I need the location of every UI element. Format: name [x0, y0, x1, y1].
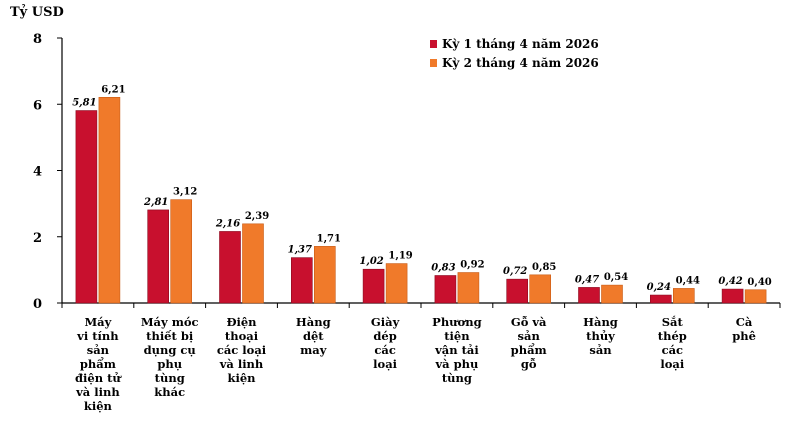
bar-series-1	[578, 287, 600, 304]
legend-swatch	[430, 40, 437, 48]
y-axis-unit-label: Tỷ USD	[10, 5, 64, 20]
category-label: Hàng	[296, 315, 331, 329]
category-label: Máy	[84, 315, 111, 329]
y-tick-label: 0	[33, 297, 42, 312]
bar-value-label: 0,72	[503, 266, 527, 277]
bar-series-2	[313, 246, 336, 304]
category-label: khác	[154, 385, 185, 399]
y-tick-label: 8	[33, 32, 42, 47]
category-label: phụ	[157, 357, 182, 371]
legend-swatch	[430, 59, 437, 67]
bar-series-1	[434, 275, 457, 304]
category-label: may	[300, 343, 327, 357]
category-label: sản	[518, 329, 541, 343]
bar-series-2	[672, 288, 695, 304]
category-label: kiện	[84, 399, 113, 413]
bar-series-1	[649, 294, 672, 304]
bar-series-1	[219, 231, 241, 304]
bar-series-2	[529, 274, 552, 304]
category-label: Sắt	[662, 315, 684, 329]
category-label: và linh	[219, 357, 264, 371]
bar-series-2	[242, 223, 264, 304]
category-label: Cà	[736, 315, 753, 329]
category-label: dép	[373, 329, 396, 343]
category-label: các	[662, 343, 683, 357]
category-label: tiện	[444, 329, 470, 343]
legend-label: Kỳ 2 tháng 4 năm 2026	[442, 56, 599, 70]
category-label: tùng	[155, 371, 185, 385]
category-label: vi tính	[76, 329, 119, 343]
category-label: phê	[732, 329, 756, 343]
bar-series-1	[147, 209, 169, 304]
bar-value-label: 0,92	[460, 260, 484, 271]
category-label: Hàng	[583, 315, 618, 329]
bar-value-label: 0,44	[676, 275, 700, 286]
category-label: Phương	[432, 315, 481, 329]
category-label: thiết bị	[146, 329, 194, 343]
bar-series-1	[506, 278, 529, 304]
category-label: dụng cụ	[144, 343, 196, 357]
bar-series-2	[601, 284, 623, 304]
value-labels: 5,81 6,21 2,81 3,12 2,16 2,39 1,37 1,71 1,02 1,19…	[72, 84, 772, 293]
category-label: phẩm	[511, 343, 547, 357]
bar-value-label: 3,12	[173, 187, 197, 198]
bar-value-label: 1,19	[388, 251, 412, 262]
bar-value-label: 2,39	[245, 211, 269, 222]
category-label: thủy	[586, 329, 615, 343]
category-label: Gỗ và	[511, 315, 547, 329]
category-label: điện tử	[75, 371, 122, 385]
bar-series-2	[98, 96, 121, 304]
bar-value-label: 0,54	[604, 272, 628, 283]
bar-series-2	[744, 289, 767, 304]
category-label: Giày	[371, 315, 400, 329]
bar-value-label: 0,83	[431, 263, 455, 274]
bar-value-label: 2,16	[215, 218, 240, 229]
category-label: Điện	[226, 315, 257, 329]
category-label: và linh	[75, 385, 120, 399]
y-tick-label: 4	[33, 165, 42, 180]
bar-value-label: 2,81	[143, 197, 168, 208]
bar-value-label: 0,42	[718, 276, 742, 287]
bar-value-label: 5,81	[72, 98, 96, 109]
bar-value-label: 0,85	[532, 262, 556, 273]
bar-series-2	[457, 272, 480, 304]
bar-series-2	[385, 263, 408, 304]
category-label: và phụ	[434, 357, 478, 371]
bar-value-label: 1,02	[359, 256, 383, 267]
category-label: thoại	[225, 329, 259, 343]
category-label: tùng	[442, 371, 472, 385]
bar-value-label: 1,37	[288, 245, 312, 256]
bar-series-1	[290, 257, 313, 304]
category-label: sản	[589, 343, 612, 357]
category-label: phẩm	[80, 357, 116, 371]
bar-marks	[75, 96, 767, 304]
category-label: dệt	[303, 329, 324, 343]
bar-value-label: 0,47	[575, 274, 599, 285]
legend-label: Kỳ 1 tháng 4 năm 2026	[442, 37, 599, 51]
category-label: loại	[373, 357, 397, 371]
bar-series-1	[721, 288, 744, 304]
bar-series-2	[170, 199, 192, 304]
category-label: các	[374, 343, 395, 357]
bar-series-1	[75, 110, 98, 304]
y-tick-label: 2	[33, 231, 42, 246]
category-label: gỗ	[521, 357, 537, 371]
category-label: thép	[658, 329, 687, 343]
bar-series-1	[362, 268, 385, 304]
bar-value-label: 6,21	[101, 84, 125, 95]
bar-value-label: 0,40	[747, 277, 771, 288]
category-label: Máy móc	[141, 315, 199, 329]
category-label: kiện	[227, 371, 256, 385]
category-label: vận tải	[434, 343, 479, 357]
bar-value-label: 1,71	[317, 233, 341, 244]
category-label: sản	[87, 343, 110, 357]
y-tick-label: 6	[33, 98, 42, 113]
bar-value-label: 0,24	[647, 282, 671, 293]
category-label: loại	[660, 357, 684, 371]
category-label: các loại	[217, 343, 267, 357]
legend: Kỳ 1 tháng 4 năm 2026 Kỳ 2 tháng 4 năm 20…	[430, 37, 599, 70]
